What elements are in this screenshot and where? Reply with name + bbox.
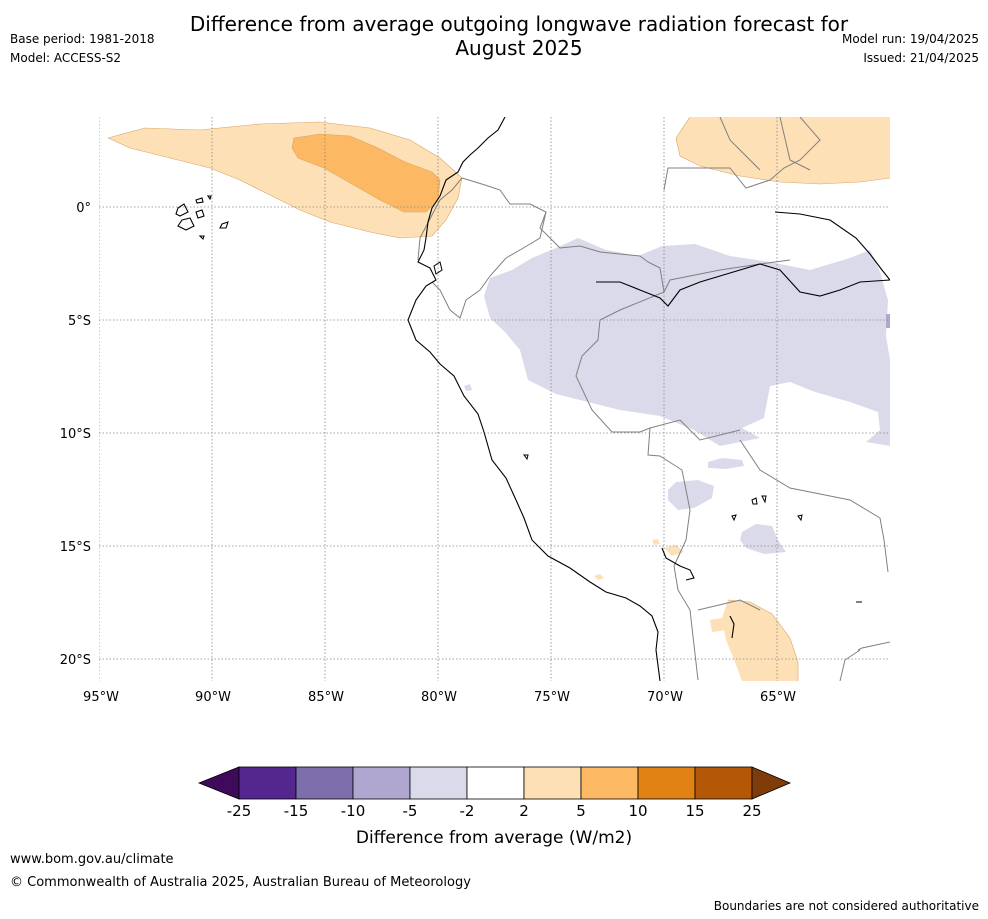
colorbar-tick-label: 5: [576, 802, 586, 820]
axis-labels: 0° 5°S 10°S 15°S 20°S 95°W 90°W 85°W 80°…: [60, 201, 796, 705]
anomaly-negative-light-patch-1: [708, 458, 744, 469]
anomaly-positive-light-south: [722, 600, 798, 681]
anomaly-fill: [108, 117, 890, 681]
colorbar-segment: [466, 766, 525, 800]
colorbar-tick-label: -10: [341, 802, 366, 820]
issued-date: Issued: 21/04/2025: [863, 51, 979, 65]
colorbar-segment: [295, 766, 354, 800]
anomaly-negative-light-edge: [886, 314, 890, 328]
anomaly-negative-light-main: [484, 238, 890, 446]
lat-label-10s: 10°S: [60, 427, 91, 442]
anomaly-positive-light-dot-1: [664, 545, 684, 556]
anomaly-positive-light-dot-2: [652, 539, 660, 545]
colorbar-segment: [352, 766, 411, 800]
colorbar-extend-high: [751, 766, 792, 800]
coastline: [407, 117, 890, 681]
map-frame: [99, 117, 890, 681]
title-line-1: Difference from average outgoing longwav…: [189, 12, 849, 36]
lat-label-20s: 20°S: [60, 653, 91, 668]
lat-label-5s: 5°S: [68, 314, 91, 329]
lakes: [433, 261, 862, 603]
colorbar-tick-label: -2: [460, 802, 475, 820]
footer-copyright: © Commonwealth of Australia 2025, Austra…: [10, 875, 471, 890]
colorbar-segment: [694, 766, 753, 800]
anomaly-negative-light-patch-2: [668, 480, 714, 510]
colorbar-tick-label: 15: [685, 802, 704, 820]
colorbar-segment: [637, 766, 696, 800]
lon-label-65w: 65°W: [760, 690, 796, 705]
colorbar-segment: [523, 766, 582, 800]
lat-label-15s: 15°S: [60, 540, 91, 555]
title-line-2: August 2025: [455, 36, 583, 60]
base-period: Base period: 1981-2018: [10, 32, 155, 46]
galapagos-islands: [175, 195, 229, 241]
colorbar: -25 -15 -10 -5 -2 2 5 10 15 25: [197, 766, 792, 820]
anomaly-negative-light-patch-4: [464, 384, 472, 391]
colorbar-extend-low: [197, 766, 240, 800]
colorbar-tick-label: 25: [742, 802, 761, 820]
country-borders: [417, 117, 890, 681]
colorbar-tick-label: -15: [284, 802, 309, 820]
lon-label-80w: 80°W: [421, 690, 457, 705]
graticule: [99, 117, 890, 681]
lon-label-70w: 70°W: [647, 690, 683, 705]
anomaly-negative-light-patch-3: [740, 524, 786, 554]
colorbar-tick-label: 10: [628, 802, 647, 820]
anomaly-positive-light-patch: [710, 618, 728, 632]
anomaly-positive-medium: [292, 134, 440, 212]
model-run: Model run: 19/04/2025: [841, 32, 979, 46]
footer-disclaimer: Boundaries are not considered authoritat…: [713, 899, 979, 913]
colorbar-segment: [580, 766, 639, 800]
lon-label-85w: 85°W: [308, 690, 344, 705]
colorbar-segment: [409, 766, 468, 800]
anomaly-positive-light-north: [676, 117, 890, 184]
model-name: Model: ACCESS-S2: [10, 51, 122, 65]
colorbar-tick-label: -5: [403, 802, 418, 820]
lon-label-90w: 90°W: [195, 690, 231, 705]
colorbar-segment: [238, 766, 297, 800]
colorbar-tick-label: -25: [227, 802, 252, 820]
footer-url: www.bom.gov.au/climate: [10, 852, 174, 867]
lat-label-0: 0°: [76, 201, 91, 216]
lon-label-95w: 95°W: [83, 690, 119, 705]
anomaly-positive-light-dot-3: [594, 574, 604, 580]
anomaly-contours: [107, 117, 890, 681]
colorbar-tick-label: 2: [519, 802, 529, 820]
colorbar-label: Difference from average (W/m2): [356, 828, 632, 848]
map-title: Difference from average outgoing longwav…: [0, 12, 988, 60]
lon-label-75w: 75°W: [534, 690, 570, 705]
